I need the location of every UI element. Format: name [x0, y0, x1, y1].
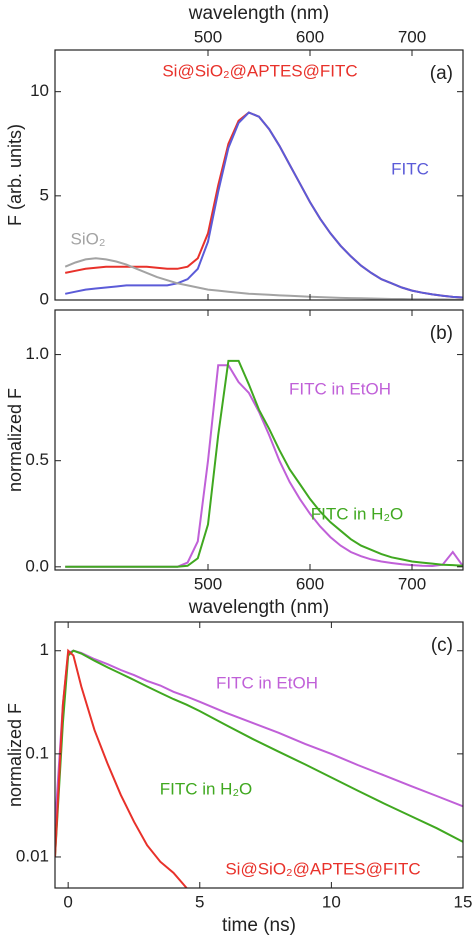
- data-line: [55, 649, 463, 858]
- x-tick-label: 500: [194, 27, 222, 46]
- data-line: [64, 111, 463, 299]
- series-label: FITC in EtOH: [289, 379, 391, 398]
- series-label: FITC in H₂O: [311, 504, 404, 523]
- data-line: [64, 257, 463, 300]
- panel-label: (b): [430, 323, 453, 344]
- data-line: [64, 111, 463, 299]
- x-tick-label: 500: [194, 574, 222, 593]
- x-tick-label: 700: [398, 27, 426, 46]
- series-label: FITC in EtOH: [216, 673, 318, 692]
- y-axis-title: normalized F: [5, 388, 25, 492]
- x-tick-label: 10: [322, 892, 341, 911]
- x-tick-label: 600: [296, 27, 324, 46]
- y-tick-label: 0.01: [16, 846, 49, 865]
- data-line: [65, 364, 463, 568]
- data-line: [65, 359, 463, 568]
- plot-frame: [54, 49, 464, 301]
- y-tick-label: 0: [40, 289, 49, 308]
- panel-label: (c): [431, 635, 453, 656]
- y-tick-label: 0.5: [25, 450, 49, 469]
- series-label: SiO₂: [71, 229, 106, 248]
- series-label: FITC: [391, 159, 429, 178]
- y-tick-label: 0.1: [25, 743, 49, 762]
- x-axis-title: wavelength (nm): [188, 597, 329, 618]
- data-line: [55, 648, 188, 888]
- x-axis-title: wavelength (nm): [188, 3, 329, 24]
- x-tick-label: 15: [454, 892, 473, 911]
- x-tick-label: 0: [63, 892, 72, 911]
- panel-label: (a): [430, 63, 453, 84]
- series-label: Si@SiO₂@APTES@FITC: [225, 859, 420, 878]
- x-axis-title: time (ns): [222, 915, 296, 936]
- x-tick-label: 600: [296, 574, 324, 593]
- y-axis-title: F (arb. units): [5, 124, 25, 226]
- y-tick-label: 1.0: [25, 344, 49, 363]
- y-tick-label: 1: [40, 640, 49, 659]
- x-tick-label: 5: [195, 892, 204, 911]
- series-label: FITC in H₂O: [160, 779, 253, 798]
- series-label: Si@SiO₂@APTES@FITC: [162, 61, 357, 80]
- plot-frame: [54, 621, 464, 889]
- y-tick-label: 10: [30, 81, 49, 100]
- y-tick-label: 5: [40, 185, 49, 204]
- x-tick-label: 700: [398, 574, 426, 593]
- y-tick-label: 0.0: [25, 556, 49, 575]
- y-axis-title: normalized F: [5, 703, 25, 807]
- plot-frame: [54, 309, 464, 571]
